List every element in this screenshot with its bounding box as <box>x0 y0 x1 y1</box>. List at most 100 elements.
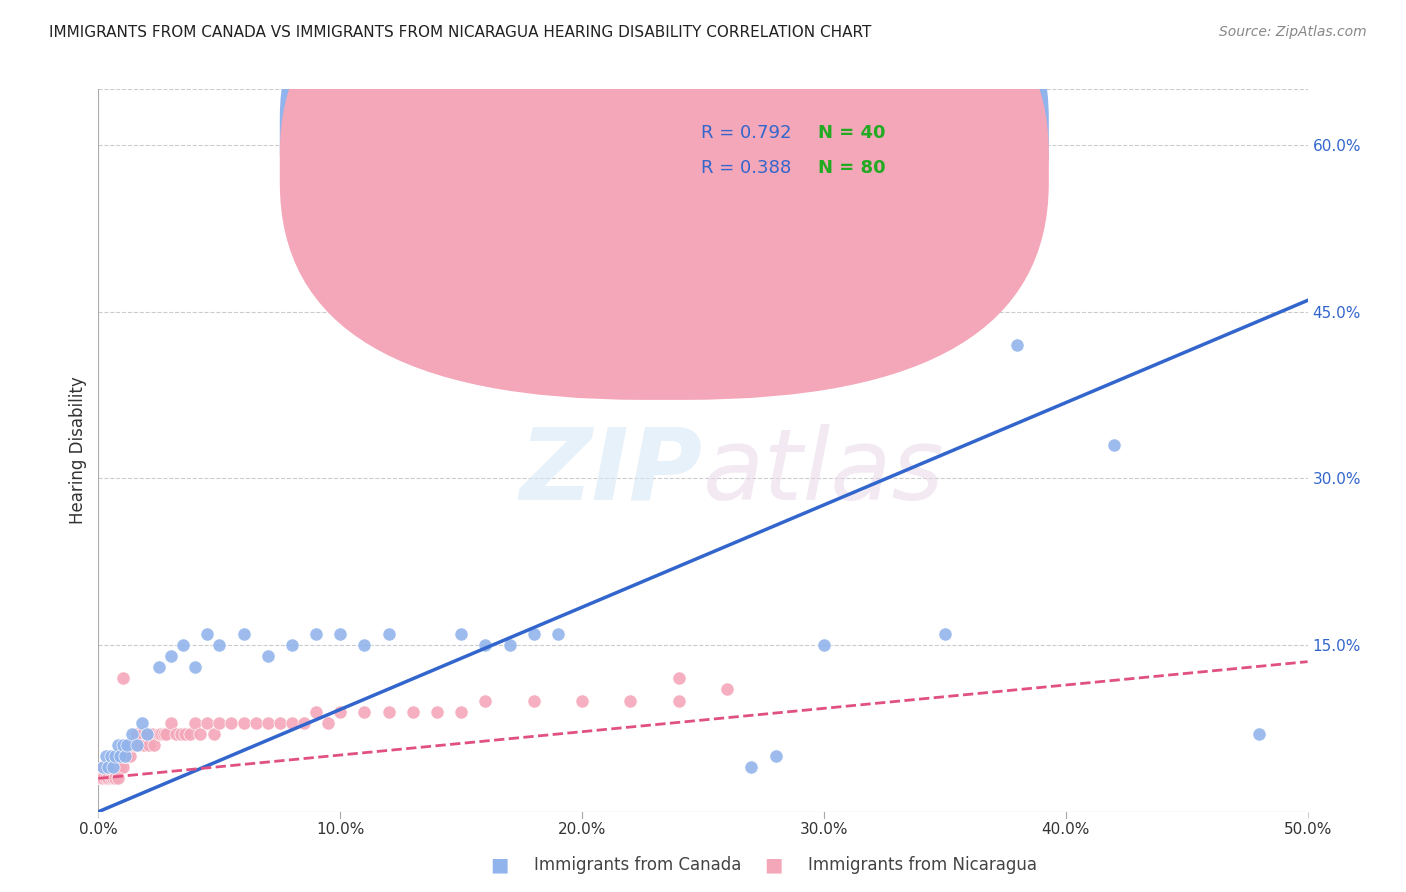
Text: ■: ■ <box>763 855 783 875</box>
Point <box>305 705 328 719</box>
Point <box>104 749 127 764</box>
Text: N = 40: N = 40 <box>818 124 886 142</box>
Point <box>97 772 120 786</box>
Point <box>108 749 131 764</box>
Point <box>208 638 231 652</box>
Text: Immigrants from Canada: Immigrants from Canada <box>534 856 741 874</box>
Point <box>134 738 156 752</box>
Point <box>450 627 472 641</box>
Point <box>117 738 139 752</box>
Point <box>97 760 120 774</box>
Point <box>1102 438 1125 452</box>
Y-axis label: Hearing Disability: Hearing Disability <box>69 376 87 524</box>
Point <box>188 727 211 741</box>
FancyBboxPatch shape <box>280 0 1049 365</box>
Point <box>292 715 315 730</box>
Point <box>172 638 194 652</box>
Point <box>160 715 183 730</box>
Point <box>934 627 956 641</box>
Point <box>316 715 339 730</box>
Point <box>450 705 472 719</box>
Point <box>131 727 153 741</box>
Text: Source: ZipAtlas.com: Source: ZipAtlas.com <box>1219 25 1367 39</box>
Point <box>94 749 117 764</box>
Text: IMMIGRANTS FROM CANADA VS IMMIGRANTS FROM NICARAGUA HEARING DISABILITY CORRELATI: IMMIGRANTS FROM CANADA VS IMMIGRANTS FRO… <box>49 25 872 40</box>
Point <box>141 727 163 741</box>
Point <box>402 705 425 719</box>
Point <box>426 705 449 719</box>
Point <box>90 772 112 786</box>
Point <box>100 772 122 786</box>
Point <box>111 760 134 774</box>
Point <box>111 749 134 764</box>
Point <box>148 660 170 674</box>
Point <box>377 705 399 719</box>
Point <box>114 749 136 764</box>
Point <box>245 715 267 730</box>
Text: Immigrants from Nicaragua: Immigrants from Nicaragua <box>808 856 1038 874</box>
Point <box>101 760 124 774</box>
Point <box>668 671 690 685</box>
Point <box>813 638 835 652</box>
Point <box>107 772 129 786</box>
Point <box>111 738 134 752</box>
Point <box>100 749 122 764</box>
Text: ZIP: ZIP <box>520 424 703 521</box>
Point <box>101 760 124 774</box>
Point <box>104 772 127 786</box>
Text: R = 0.388: R = 0.388 <box>700 159 790 177</box>
Point <box>107 749 129 764</box>
FancyBboxPatch shape <box>280 0 1049 400</box>
Point <box>94 772 117 786</box>
Point <box>668 693 690 707</box>
Point <box>152 727 174 741</box>
Point <box>547 627 569 641</box>
Point <box>208 715 231 730</box>
Point <box>232 627 254 641</box>
Point <box>377 627 399 641</box>
Point <box>114 749 136 764</box>
Point <box>1007 338 1029 352</box>
Point <box>135 727 157 741</box>
FancyBboxPatch shape <box>624 103 927 194</box>
Point <box>104 760 127 774</box>
Point <box>108 749 131 764</box>
Point <box>135 727 157 741</box>
Point <box>104 772 127 786</box>
Point <box>195 627 218 641</box>
Point <box>353 705 375 719</box>
Point <box>100 760 122 774</box>
Point <box>107 760 129 774</box>
Point <box>100 772 122 786</box>
Point <box>91 772 114 786</box>
Point <box>114 749 136 764</box>
Point <box>91 772 114 786</box>
Point <box>94 760 117 774</box>
Point <box>150 727 173 741</box>
Point <box>165 727 187 741</box>
Point <box>108 760 131 774</box>
Point <box>101 772 124 786</box>
Point <box>121 727 143 741</box>
Point <box>160 649 183 664</box>
Point <box>571 693 593 707</box>
Point <box>204 727 226 741</box>
Point <box>131 715 153 730</box>
Point <box>281 638 304 652</box>
Point <box>474 638 496 652</box>
Point <box>97 760 120 774</box>
Point <box>256 649 278 664</box>
Text: atlas: atlas <box>703 424 945 521</box>
Point <box>281 715 304 730</box>
Point <box>117 749 139 764</box>
Point <box>90 772 112 786</box>
Point <box>97 772 120 786</box>
Point <box>94 772 117 786</box>
Point <box>256 715 278 730</box>
Text: ■: ■ <box>489 855 509 875</box>
Point <box>765 749 787 764</box>
Point <box>716 682 738 697</box>
Point <box>184 715 207 730</box>
Point <box>91 760 114 774</box>
Point <box>143 738 166 752</box>
